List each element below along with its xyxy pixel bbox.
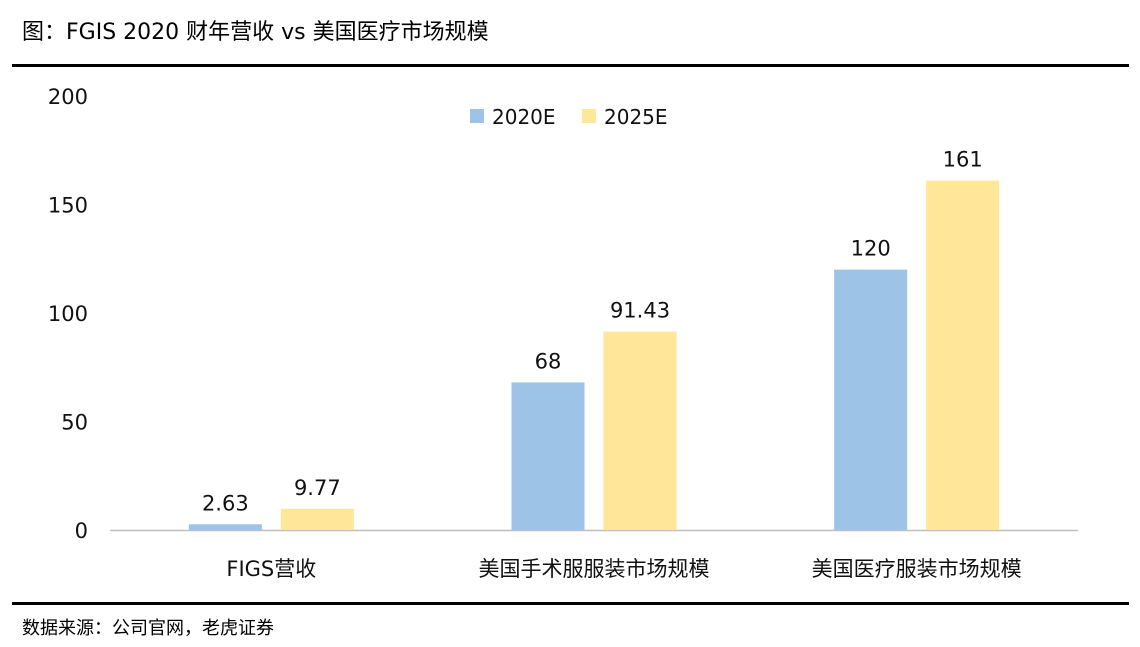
x-category-label-0: FIGS营收 [226,557,316,581]
bar-2025E-0 [280,508,354,530]
y-tick-label-0: 0 [75,519,88,543]
data-label-2020E-0: 2.63 [202,491,249,515]
y-tick-label-2: 100 [48,302,88,326]
data-label-2020E-1: 68 [535,349,562,373]
data-label-2025E-0: 9.77 [294,476,341,500]
bar-2020E-0 [188,524,262,530]
data-label-2025E-1: 91.43 [610,299,670,323]
x-category-label-2: 美国医疗服装市场规模 [812,557,1022,581]
legend-label-0: 2020E [492,105,556,129]
bar-2025E-1 [603,331,677,530]
source-note: 数据来源：公司官网，老虎证券 [22,618,274,639]
data-label-2020E-2: 120 [851,237,891,261]
legend-swatch-1 [582,109,596,123]
legend-swatch-0 [470,109,484,123]
y-tick-label-4: 200 [48,85,88,109]
x-category-label-1: 美国手术服服装市场规模 [479,557,710,581]
bar-2020E-1 [511,382,585,530]
data-label-2025E-2: 161 [943,148,983,172]
top-rule [12,64,1129,67]
y-tick-label-1: 50 [61,411,88,435]
legend-label-1: 2025E [604,105,668,129]
y-tick-label-3: 150 [48,194,88,218]
bottom-rule [12,602,1129,605]
bar-2020E-2 [834,269,908,530]
figure-title: 图：FGIS 2020 财年营收 vs 美国医疗市场规模 [22,20,489,45]
bar-2025E-2 [926,180,1000,530]
